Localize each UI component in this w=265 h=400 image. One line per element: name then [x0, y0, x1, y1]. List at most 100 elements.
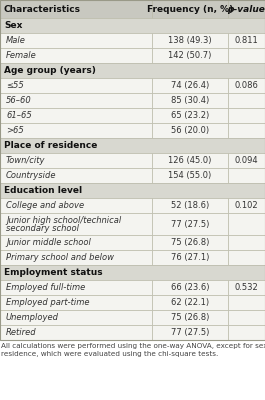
Text: 138 (49.3): 138 (49.3)	[168, 36, 212, 45]
Text: Sex: Sex	[4, 21, 22, 30]
Bar	[152, 310, 228, 325]
Text: 0.811: 0.811	[235, 36, 258, 45]
Text: Primary school and below: Primary school and below	[6, 253, 114, 262]
Text: Employed full-time: Employed full-time	[6, 283, 85, 292]
Bar	[0, 265, 265, 280]
Bar	[228, 93, 265, 108]
Text: 62 (22.1): 62 (22.1)	[171, 298, 209, 307]
Text: 75 (26.8): 75 (26.8)	[171, 313, 209, 322]
Bar	[152, 48, 228, 63]
Bar	[0, 0, 265, 340]
Text: 76 (27.1): 76 (27.1)	[171, 253, 209, 262]
Text: 0.532: 0.532	[235, 283, 258, 292]
Bar	[152, 93, 228, 108]
Bar	[0, 168, 152, 183]
Text: Town/city: Town/city	[6, 156, 46, 165]
Bar	[152, 33, 228, 48]
Bar	[0, 63, 265, 78]
Text: 75 (26.8): 75 (26.8)	[171, 238, 209, 247]
Bar	[228, 0, 265, 18]
Text: 0.102: 0.102	[235, 201, 258, 210]
Bar	[0, 18, 265, 33]
Bar	[228, 325, 265, 340]
Bar	[0, 93, 152, 108]
Bar	[228, 235, 265, 250]
Text: Countryside: Countryside	[6, 171, 56, 180]
Text: Female: Female	[6, 51, 37, 60]
Bar	[0, 0, 152, 18]
Bar	[0, 123, 152, 138]
Bar	[0, 33, 152, 48]
Bar	[228, 33, 265, 48]
Bar	[152, 213, 228, 235]
Bar	[228, 295, 265, 310]
Text: Employed part-time: Employed part-time	[6, 298, 90, 307]
Text: Age group (years): Age group (years)	[4, 66, 96, 75]
Text: 66 (23.6): 66 (23.6)	[171, 283, 209, 292]
Text: p-value: p-value	[228, 4, 265, 14]
Text: 56–60: 56–60	[6, 96, 32, 105]
Text: 77 (27.5): 77 (27.5)	[171, 328, 209, 337]
Bar	[228, 108, 265, 123]
Text: 74 (26.4): 74 (26.4)	[171, 81, 209, 90]
Bar	[152, 198, 228, 213]
Bar	[0, 183, 265, 198]
Bar	[152, 235, 228, 250]
Text: 85 (30.4): 85 (30.4)	[171, 96, 209, 105]
Bar	[0, 280, 152, 295]
Bar	[152, 325, 228, 340]
Bar	[0, 295, 152, 310]
Text: All calculations were performed using the one-way ANOVA, except for sex and plac: All calculations were performed using th…	[1, 343, 265, 357]
Text: 142 (50.7): 142 (50.7)	[168, 51, 212, 60]
Bar	[152, 0, 228, 18]
Text: Junior middle school: Junior middle school	[6, 238, 91, 247]
Bar	[228, 198, 265, 213]
Bar	[0, 325, 152, 340]
Text: Education level: Education level	[4, 186, 82, 195]
Text: >65: >65	[6, 126, 24, 135]
Bar	[0, 138, 265, 153]
Bar	[228, 280, 265, 295]
Bar	[228, 213, 265, 235]
Bar	[152, 108, 228, 123]
Bar	[152, 280, 228, 295]
Bar	[0, 78, 152, 93]
Bar	[152, 250, 228, 265]
Bar	[0, 153, 152, 168]
Text: 61–65: 61–65	[6, 111, 32, 120]
Bar	[152, 153, 228, 168]
Bar	[0, 198, 152, 213]
Bar	[228, 78, 265, 93]
Text: 0.086: 0.086	[235, 81, 258, 90]
Bar	[152, 295, 228, 310]
Text: 154 (55.0): 154 (55.0)	[168, 171, 212, 180]
Text: Characteristics: Characteristics	[4, 4, 81, 14]
Bar	[228, 168, 265, 183]
Text: Place of residence: Place of residence	[4, 141, 97, 150]
Text: 0.094: 0.094	[235, 156, 258, 165]
Text: 77 (27.5): 77 (27.5)	[171, 220, 209, 228]
Text: 65 (23.2): 65 (23.2)	[171, 111, 209, 120]
Bar	[0, 235, 152, 250]
Bar	[228, 48, 265, 63]
Text: secondary school: secondary school	[6, 224, 79, 233]
Bar	[0, 108, 152, 123]
Bar	[0, 250, 152, 265]
Bar	[228, 250, 265, 265]
Bar	[152, 168, 228, 183]
Text: Male: Male	[6, 36, 26, 45]
Bar	[0, 310, 152, 325]
Bar	[152, 78, 228, 93]
Text: 126 (45.0): 126 (45.0)	[168, 156, 212, 165]
Text: Retired: Retired	[6, 328, 37, 337]
Bar	[0, 213, 152, 235]
Text: Unemployed: Unemployed	[6, 313, 59, 322]
Bar	[152, 123, 228, 138]
Text: College and above: College and above	[6, 201, 84, 210]
Text: 56 (20.0): 56 (20.0)	[171, 126, 209, 135]
Text: Junior high school/technical: Junior high school/technical	[6, 216, 121, 225]
Bar	[228, 123, 265, 138]
Text: Frequency (n, %): Frequency (n, %)	[147, 4, 233, 14]
Text: Employment status: Employment status	[4, 268, 103, 277]
Bar	[228, 153, 265, 168]
